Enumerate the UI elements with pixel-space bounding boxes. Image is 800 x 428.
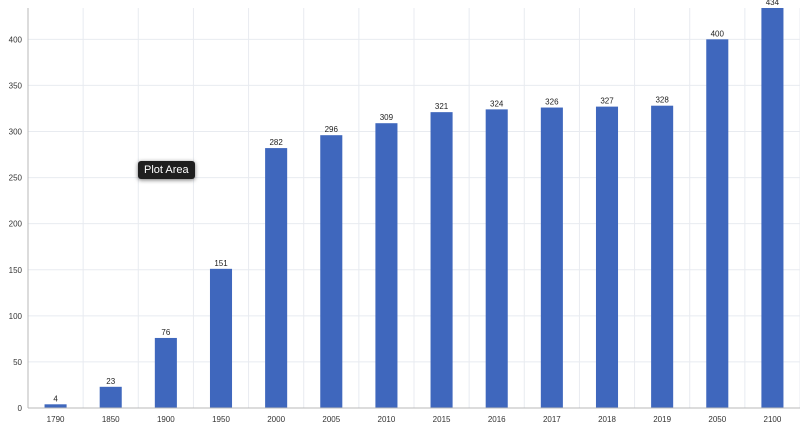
data-label-2016: 324 [490, 99, 504, 108]
x-tick-label: 2100 [764, 415, 782, 424]
bar-2018[interactable] [595, 106, 619, 409]
data-label-1790: 4 [53, 394, 58, 403]
y-tick-label: 100 [9, 312, 23, 321]
data-label-1900: 76 [161, 328, 170, 337]
bar-2017[interactable] [540, 107, 563, 408]
data-label-2018: 327 [600, 97, 614, 106]
data-label-2100: 434 [766, 0, 780, 7]
x-tick-label: 2010 [378, 415, 396, 424]
x-tick-label: 2017 [543, 415, 561, 424]
bar-2015[interactable] [430, 112, 453, 409]
y-tick-label: 250 [9, 174, 23, 183]
bar-2100[interactable] [761, 8, 784, 408]
plot-area-tooltip: Plot Area [138, 161, 195, 179]
data-label-1950: 151 [214, 259, 228, 268]
data-labels: 4 23 76 151 282 296 309 321 324 326 327 328 400 434 [53, 0, 779, 403]
x-tick-label: 2050 [708, 415, 726, 424]
x-tick-label: 2018 [598, 415, 616, 424]
bar-2010[interactable] [375, 123, 398, 409]
bar-2016[interactable] [485, 109, 508, 408]
data-label-2019: 328 [655, 96, 669, 105]
bar-2000[interactable] [265, 148, 288, 408]
x-tick-label: 2019 [653, 415, 671, 424]
x-tick-label: 1950 [212, 415, 230, 424]
data-label-2005: 296 [325, 125, 339, 134]
x-tick-label: 1850 [102, 415, 120, 424]
x-tick-label: 2005 [322, 415, 340, 424]
x-tick-label: 2000 [267, 415, 285, 424]
bar-2019[interactable] [651, 105, 674, 408]
y-tick-label: 200 [9, 220, 23, 229]
grid-lines [27, 8, 800, 409]
y-tick-label: 0 [18, 404, 23, 413]
data-label-1850: 23 [106, 377, 115, 386]
y-tick-label: 50 [13, 358, 22, 367]
data-label-2010: 309 [380, 113, 394, 122]
data-label-2015: 321 [435, 102, 449, 111]
data-label-2017: 326 [545, 98, 559, 107]
y-tick-label: 350 [9, 81, 23, 90]
y-tick-label: 300 [9, 128, 23, 137]
axes: 0 50 100 150 200 250 300 350 400 1790 1850 1900 1950… [9, 8, 800, 424]
y-tick-label: 400 [9, 35, 23, 44]
x-tick-label: 2015 [433, 415, 451, 424]
bar-2050[interactable] [706, 39, 729, 409]
data-label-2000: 282 [269, 138, 283, 147]
bar-1790[interactable] [44, 404, 67, 408]
x-tick-label: 1790 [47, 415, 65, 424]
bar-1950[interactable] [209, 268, 233, 408]
y-tick-label: 150 [9, 266, 23, 275]
data-label-2050: 400 [711, 29, 725, 38]
bar-2005[interactable] [320, 135, 343, 408]
bar-1900[interactable] [154, 337, 177, 408]
bar-1850[interactable] [99, 386, 122, 408]
bars-group [44, 8, 784, 409]
x-tick-label: 1900 [157, 415, 175, 424]
x-tick-label: 2016 [488, 415, 506, 424]
